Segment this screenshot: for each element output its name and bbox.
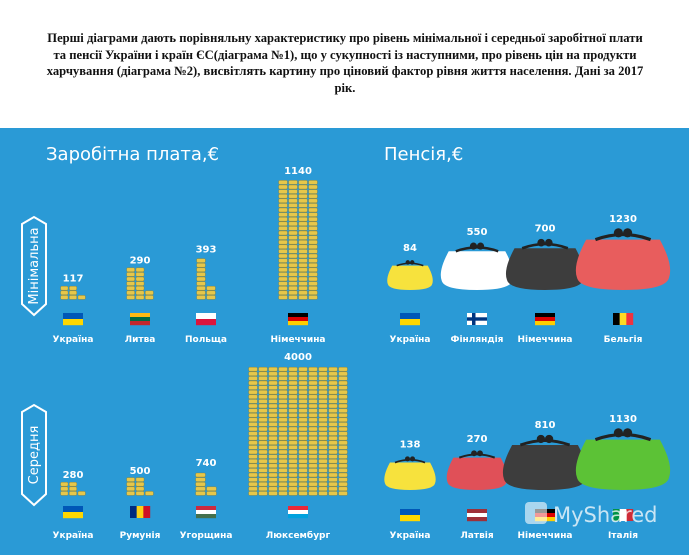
value-label-1-2: 700 bbox=[535, 224, 556, 235]
value-label-2-3: 4000 bbox=[284, 352, 312, 363]
row-label-average: Середня bbox=[27, 426, 42, 485]
category-label-3-3: Італія bbox=[608, 530, 638, 541]
category-label-2-2: Угорщина bbox=[180, 531, 233, 541]
chart-2-item-3: 4000 Люксембург bbox=[248, 352, 348, 541]
category-label-3-0: Україна bbox=[390, 531, 431, 541]
chart-2-item-1: 500 Румунія bbox=[120, 466, 161, 541]
row-badge-minimal: Мінімальна bbox=[21, 215, 47, 317]
value-label-0-2: 393 bbox=[196, 245, 217, 256]
value-label-3-0: 138 bbox=[400, 440, 421, 451]
flag-3-0 bbox=[400, 509, 420, 522]
chart-0-item-3: 1140 Німеччина bbox=[270, 166, 325, 345]
value-label-2-1: 500 bbox=[130, 466, 151, 477]
infographic-canvas: Заробітна плата,€ Пенсія,€ Мінімальна Се… bbox=[21, 144, 671, 541]
purse-1-2 bbox=[505, 238, 585, 290]
flag-0-3 bbox=[288, 313, 308, 326]
coin-stack-0-3 bbox=[278, 180, 318, 300]
purse-1-1 bbox=[440, 242, 514, 290]
value-label-0-0: 117 bbox=[63, 274, 84, 285]
chart-3-item-1: 270 Латвія bbox=[446, 434, 508, 541]
value-label-2-2: 740 bbox=[196, 458, 217, 469]
coin-stack-2-1 bbox=[126, 477, 154, 496]
category-label-2-0: Україна bbox=[53, 531, 94, 541]
value-label-3-2: 810 bbox=[535, 420, 556, 431]
watermark-text: MyShared bbox=[553, 503, 657, 527]
value-label-3-1: 270 bbox=[467, 434, 488, 445]
coin-stack-2-3 bbox=[248, 367, 348, 496]
value-label-1-0: 84 bbox=[403, 243, 417, 254]
flag-0-1 bbox=[130, 313, 150, 326]
flag-2-0 bbox=[63, 506, 83, 519]
salary-section-title: Заробітна плата,€ bbox=[46, 144, 219, 165]
category-label-1-3: Бельгія bbox=[604, 334, 643, 345]
category-label-1-2: Німеччина bbox=[517, 334, 572, 345]
purse-3-2 bbox=[502, 434, 588, 490]
chart-marks: 117 Україна 290 Литва 393 Польща 1140 Німеччина… bbox=[53, 166, 671, 541]
category-label-3-1: Латвія bbox=[460, 530, 494, 541]
chart-3-item-0: 138 Україна bbox=[384, 440, 436, 541]
flag-0-2 bbox=[196, 313, 216, 326]
purse-1-0 bbox=[387, 260, 433, 290]
chart-0-item-2: 393 Польща bbox=[185, 245, 227, 345]
chart-1-item-3: 1230 Бельгія bbox=[575, 214, 671, 345]
pension-section-title: Пенсія,€ bbox=[384, 144, 463, 165]
chart-1-item-0: 84 Україна bbox=[387, 243, 433, 345]
value-label-1-1: 550 bbox=[467, 227, 488, 238]
chart-0-item-0: 117 Україна bbox=[53, 274, 94, 345]
value-label-0-1: 290 bbox=[130, 255, 151, 266]
flag-1-0 bbox=[400, 313, 420, 326]
chart-2-item-0: 280 Україна bbox=[53, 470, 94, 541]
value-label-0-3: 1140 bbox=[284, 166, 312, 177]
watermark: MyShared bbox=[525, 502, 657, 527]
flag-2-3 bbox=[288, 506, 308, 519]
watermark-logo bbox=[525, 502, 547, 524]
chart-0-item-1: 290 Литва bbox=[125, 255, 156, 345]
purse-3-0 bbox=[384, 456, 436, 490]
infographic: Заробітна плата,€ Пенсія,€ Мінімальна Се… bbox=[0, 128, 689, 555]
chart-3-item-3: 1130 Італія bbox=[575, 414, 671, 541]
coin-stack-0-1 bbox=[126, 267, 154, 300]
coin-stack-2-2 bbox=[195, 472, 217, 496]
flag-2-1 bbox=[130, 506, 151, 518]
category-label-3-2: Німеччина bbox=[517, 530, 572, 541]
coin-stack-0-0 bbox=[60, 286, 86, 300]
value-label-3-3: 1130 bbox=[609, 414, 637, 425]
coin-stack-2-0 bbox=[60, 482, 86, 496]
flag-0-0 bbox=[63, 313, 83, 326]
value-label-2-0: 280 bbox=[63, 470, 84, 481]
category-label-2-1: Румунія bbox=[120, 530, 161, 541]
value-label-1-3: 1230 bbox=[609, 214, 637, 225]
chart-1-item-2: 700 Німеччина bbox=[505, 224, 585, 345]
flag-2-2 bbox=[196, 506, 216, 519]
flag-1-1 bbox=[467, 313, 487, 325]
row-label-minimal: Мінімальна bbox=[27, 227, 42, 304]
category-label-1-0: Україна bbox=[390, 335, 431, 345]
purse-3-3 bbox=[575, 428, 671, 490]
chart-1-item-1: 550 Фінляндія bbox=[440, 227, 514, 345]
flag-1-3 bbox=[613, 313, 634, 325]
category-label-0-0: Україна bbox=[53, 335, 94, 345]
purse-3-1 bbox=[446, 450, 508, 490]
flag-3-1 bbox=[467, 509, 487, 522]
flag-1-2 bbox=[535, 313, 555, 326]
intro-text: Перші діаграми дають порівняльну характе… bbox=[46, 31, 644, 95]
category-label-1-1: Фінляндія bbox=[451, 334, 504, 345]
chart-2-item-2: 740 Угорщина bbox=[180, 458, 233, 541]
coin-stack-0-2 bbox=[196, 258, 216, 300]
category-label-0-2: Польща bbox=[185, 335, 227, 345]
category-label-2-3: Люксембург bbox=[266, 530, 331, 541]
row-badge-average: Середня bbox=[21, 403, 47, 507]
category-label-0-3: Німеччина bbox=[270, 334, 325, 345]
flag-3-3 bbox=[613, 509, 634, 521]
category-label-0-1: Литва bbox=[125, 335, 156, 345]
purse-1-3 bbox=[575, 228, 671, 290]
